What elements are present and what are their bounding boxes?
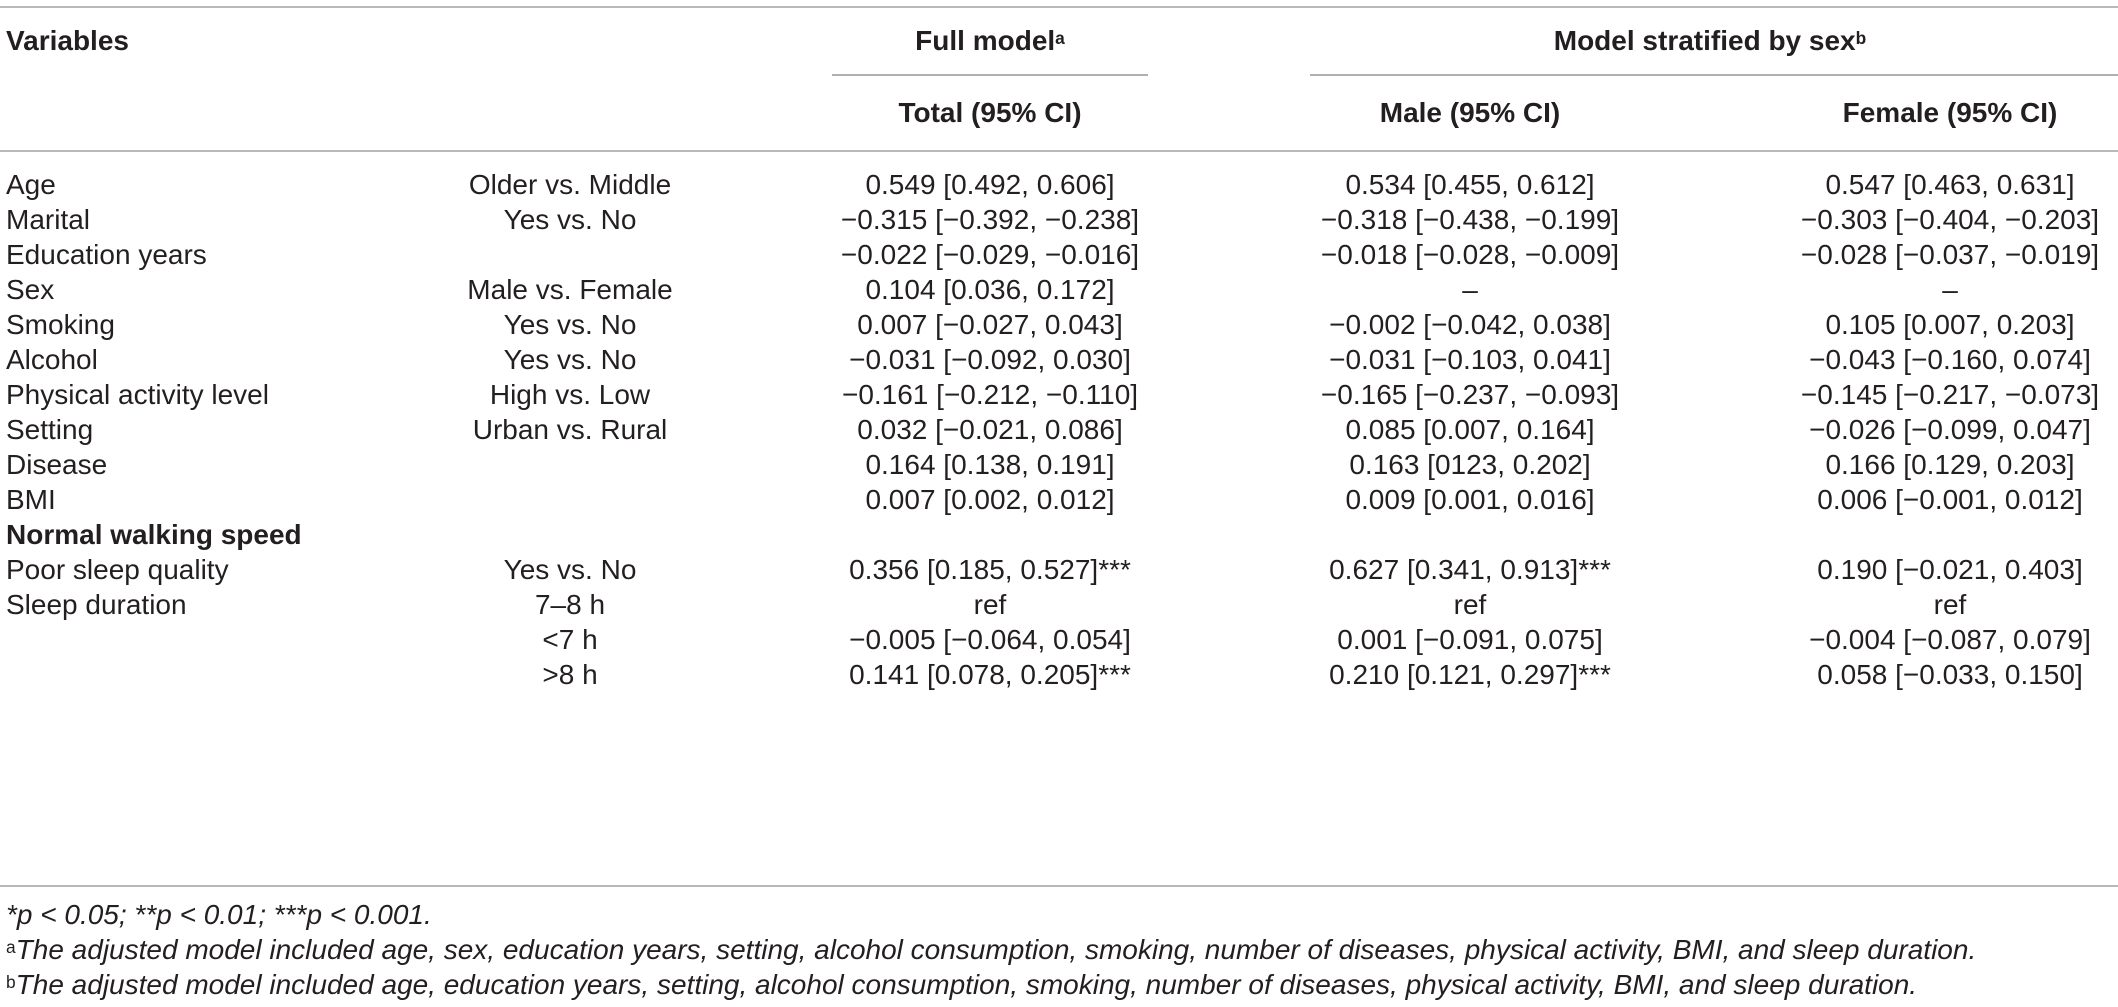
cell-variable: Age xyxy=(6,169,56,200)
cell-comparison: 7–8 h xyxy=(534,589,606,620)
header-male: Male (95% CI) xyxy=(1379,97,1561,128)
cell-total: 0.141 [0.078, 0.205]*** xyxy=(849,659,1131,690)
cell-female: 0.058 [−0.033, 0.150] xyxy=(1817,659,2083,690)
cell-total: −0.031 [−0.092, 0.030] xyxy=(849,344,1131,375)
cell-female: 0.006 [−0.001, 0.012] xyxy=(1817,484,2083,515)
cell-variable: Alcohol xyxy=(6,344,98,375)
cell-female: 0.105 [0.007, 0.203] xyxy=(1825,309,2075,340)
cell-variable: Sex xyxy=(6,274,55,305)
cell-total: 0.007 [0.002, 0.012] xyxy=(865,484,1115,515)
cell-female: −0.026 [−0.099, 0.047] xyxy=(1809,414,2091,445)
cell-variable: Marital xyxy=(6,204,91,235)
cell-female: – xyxy=(1942,274,1958,305)
cell-male: ref xyxy=(1453,589,1487,620)
cell-total: −0.161 [−0.212, −0.110] xyxy=(841,379,1139,410)
cell-male: −0.318 [−0.438, −0.199] xyxy=(1320,204,1620,235)
cell-male: 0.163 [0123, 0.202] xyxy=(1349,449,1591,480)
cell-variable: BMI xyxy=(6,484,56,515)
stratified-group-line xyxy=(1310,74,2118,76)
cell-total: 0.007 [−0.027, 0.043] xyxy=(857,309,1123,340)
cell-total: −0.315 [−0.392, −0.238] xyxy=(840,204,1140,235)
footnote-marker-a: a xyxy=(1055,27,1065,48)
cell-comparison: Yes vs. No xyxy=(503,344,637,375)
cell-comparison: Male vs. Female xyxy=(467,274,673,305)
cell-male: 0.627 [0.341, 0.913]*** xyxy=(1329,554,1611,585)
cell-variable: Physical activity level xyxy=(6,379,269,410)
header-total: Total (95% CI) xyxy=(898,97,1082,128)
cell-total: 0.549 [0.492, 0.606] xyxy=(865,169,1115,200)
header-female: Female (95% CI) xyxy=(1842,97,2058,128)
cell-variable: Disease xyxy=(6,449,108,480)
cell-female: −0.145 [−0.217, −0.073] xyxy=(1800,379,2100,410)
cell-female: 0.547 [0.463, 0.631] xyxy=(1825,169,2075,200)
cell-male: −0.031 [−0.103, 0.041] xyxy=(1329,344,1611,375)
cell-male: −0.018 [−0.028, −0.009] xyxy=(1320,239,1620,270)
cell-comparison: Yes vs. No xyxy=(503,204,637,235)
cell-variable: Sleep duration xyxy=(6,589,187,620)
cell-female: 0.190 [−0.021, 0.403] xyxy=(1817,554,2083,585)
cell-female: ref xyxy=(1933,589,1967,620)
footnote-b: bThe adjusted model included age, educat… xyxy=(6,969,1918,1000)
cell-comparison: Yes vs. No xyxy=(503,309,637,340)
cell-female: 0.166 [0.129, 0.203] xyxy=(1825,449,2075,480)
header-stratified-by-sex: Model stratified by sexb xyxy=(1553,25,1867,56)
cell-female: −0.303 [−0.404, −0.203] xyxy=(1800,204,2100,235)
footnote-significance: *p < 0.05; **p < 0.01; ***p < 0.001. xyxy=(6,899,432,930)
top-rule xyxy=(0,6,2118,8)
cell-variable: Setting xyxy=(6,414,94,445)
cell-female: −0.004 [−0.087, 0.079] xyxy=(1809,624,2091,655)
cell-male: 0.001 [−0.091, 0.075] xyxy=(1337,624,1603,655)
footnote-marker-b: b xyxy=(1855,27,1867,48)
cell-total: 0.104 [0.036, 0.172] xyxy=(865,274,1115,305)
cell-comparison: >8 h xyxy=(542,659,598,690)
cell-female: −0.028 [−0.037, −0.019] xyxy=(1800,239,2100,270)
header-variables: Variables xyxy=(6,25,129,56)
cell-comparison: High vs. Low xyxy=(489,379,651,410)
footnote-a: aThe adjusted model included age, sex, e… xyxy=(6,934,1977,965)
cell-comparison: Older vs. Middle xyxy=(468,169,672,200)
bottom-rule xyxy=(0,885,2118,887)
cell-male: – xyxy=(1462,274,1478,305)
cell-variable: Poor sleep quality xyxy=(6,554,229,585)
cell-male: −0.002 [−0.042, 0.038] xyxy=(1329,309,1611,340)
full-model-group-line xyxy=(832,74,1148,76)
cell-male: 0.210 [0.121, 0.297]*** xyxy=(1329,659,1611,690)
cell-variable: Smoking xyxy=(6,309,115,340)
cell-total: −0.022 [−0.029, −0.016] xyxy=(840,239,1140,270)
cell-male: −0.165 [−0.237, −0.093] xyxy=(1320,379,1620,410)
cell-variable: Education years xyxy=(6,239,207,270)
header-full-model: Full modela xyxy=(915,25,1065,56)
cell-comparison: <7 h xyxy=(542,624,598,655)
cell-female: −0.043 [−0.160, 0.074] xyxy=(1809,344,2091,375)
header-rule xyxy=(0,150,2118,152)
cell-total: ref xyxy=(973,589,1007,620)
cell-comparison: Yes vs. No xyxy=(503,554,637,585)
cell-male: 0.534 [0.455, 0.612] xyxy=(1345,169,1595,200)
cell-total: 0.032 [−0.021, 0.086] xyxy=(857,414,1123,445)
cell-total: 0.356 [0.185, 0.527]*** xyxy=(849,554,1131,585)
cell-total: 0.164 [0.138, 0.191] xyxy=(865,449,1115,480)
cell-male: 0.009 [0.001, 0.016] xyxy=(1345,484,1595,515)
section-title: Normal walking speed xyxy=(6,519,302,550)
cell-total: −0.005 [−0.064, 0.054] xyxy=(849,624,1131,655)
cell-comparison: Urban vs. Rural xyxy=(472,414,668,445)
cell-male: 0.085 [0.007, 0.164] xyxy=(1345,414,1595,445)
